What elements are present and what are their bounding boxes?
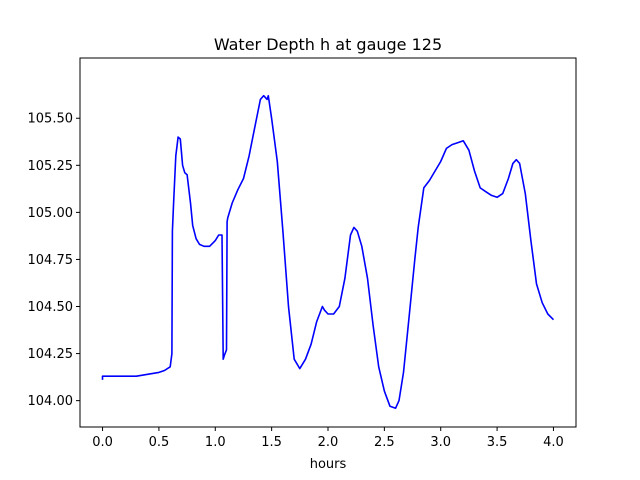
y-tick-label: 105.00: [28, 206, 74, 221]
y-tick-label: 104.50: [28, 300, 74, 315]
x-tick-label: 1.5: [261, 435, 282, 450]
x-axis-label: hours: [310, 457, 347, 472]
water-depth-series-line: [101, 94, 555, 410]
y-axis-ticks: 104.00 104.25 104.50 104.75 105.00 105.25 105.…: [28, 112, 80, 409]
y-tick-label: 104.00: [28, 394, 74, 409]
x-tick-label: 2.5: [374, 435, 395, 450]
x-tick-label: 3.5: [487, 435, 508, 450]
x-tick-label: 0.0: [92, 435, 113, 450]
y-tick-label: 104.25: [28, 347, 74, 362]
x-tick-label: 0.5: [149, 435, 170, 450]
y-tick-label: 104.75: [28, 253, 74, 268]
y-tick-label: 105.25: [28, 159, 74, 174]
x-tick-label: 3.0: [430, 435, 451, 450]
series-lines: [101, 94, 555, 410]
plot-area-frame: [79, 57, 577, 428]
x-tick-label: 2.0: [318, 435, 339, 450]
x-tick-label: 1.0: [205, 435, 226, 450]
x-axis-ticks: 0.0 0.5 1.0 1.5 2.0 2.5 3.0 3.5 4.0: [92, 427, 564, 450]
x-tick-label: 4.0: [543, 435, 564, 450]
y-tick-label: 105.50: [28, 112, 74, 127]
chart-title: Water Depth h at gauge 125: [214, 35, 442, 54]
